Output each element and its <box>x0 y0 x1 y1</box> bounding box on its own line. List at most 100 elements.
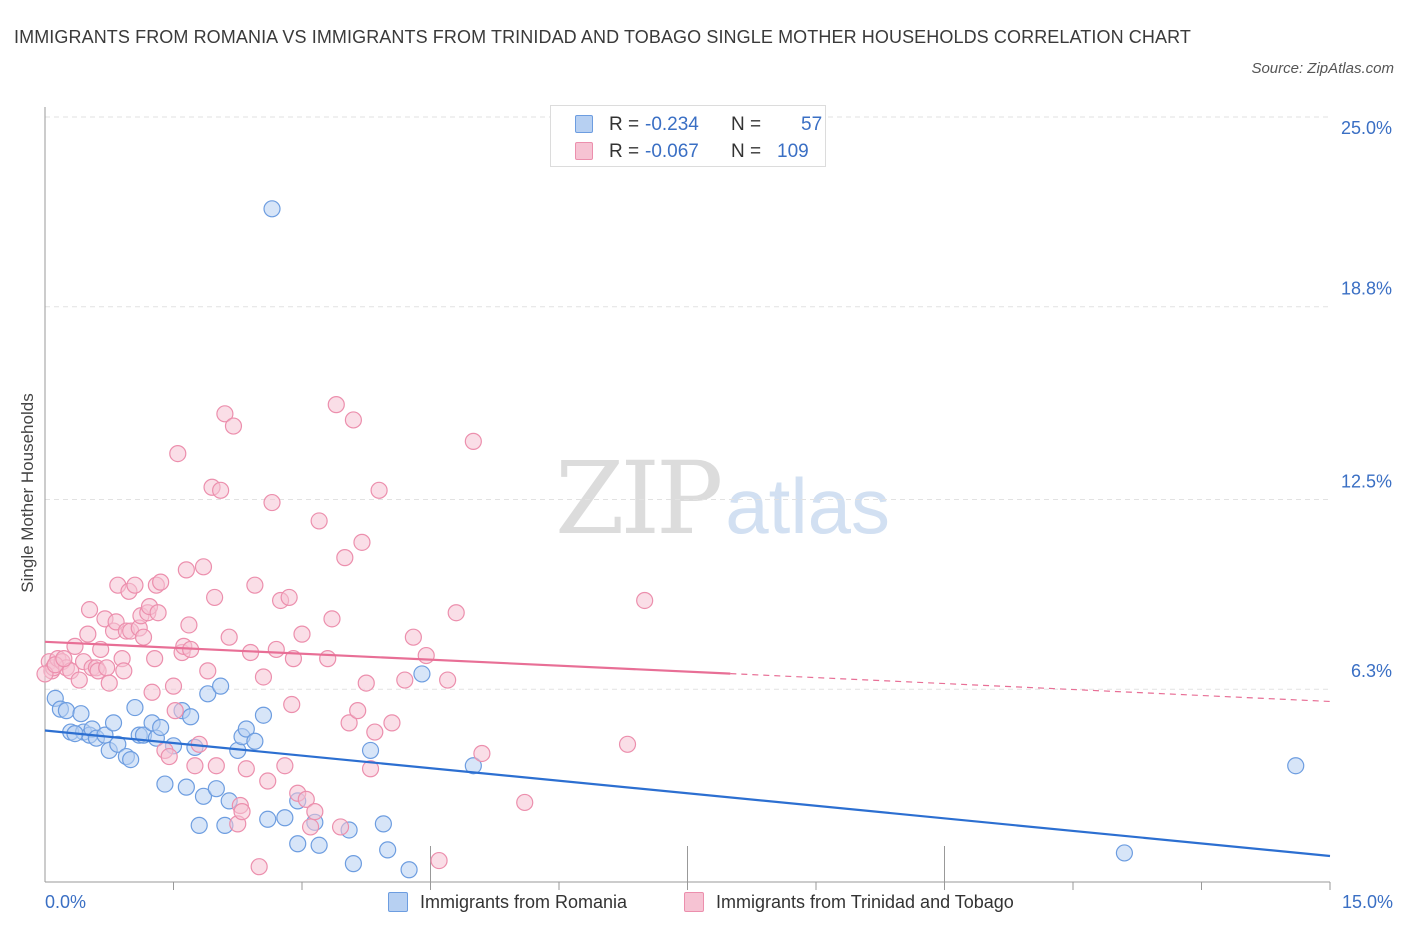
y-tick-label: 12.5% <box>1341 472 1392 492</box>
point-trinidad <box>340 714 358 732</box>
point-trinidad <box>206 588 224 607</box>
point-trinidad <box>246 576 264 594</box>
point-trinidad <box>447 604 465 622</box>
watermark-atlas: atlas <box>725 462 891 550</box>
point-trinidad <box>383 714 401 732</box>
point-trinidad <box>357 674 375 692</box>
legend-swatch-romania <box>388 892 408 912</box>
point-trinidad <box>353 533 371 551</box>
x-tick-label: 0.0% <box>45 892 86 912</box>
point-romania <box>464 757 482 775</box>
point-trinidad <box>169 445 187 463</box>
r-label: R = <box>609 114 640 135</box>
correlation-legend: R = -0.234 N = 57 R = -0.067 N = 109 <box>550 105 826 167</box>
point-trinidad <box>361 760 380 778</box>
point-trinidad <box>177 561 195 579</box>
source-label: Source: ZipAtlas.com <box>1251 60 1394 77</box>
point-trinidad <box>194 558 213 576</box>
chart-title: IMMIGRANTS FROM ROMANIA VS IMMIGRANTS FR… <box>14 27 1191 47</box>
point-romania <box>190 816 208 834</box>
trendline-trinidad-dashed <box>730 673 1331 703</box>
point-trinidad <box>126 576 144 594</box>
point-trinidad <box>370 481 388 499</box>
point-romania <box>310 836 328 854</box>
point-trinidad <box>323 610 341 628</box>
point-trinidad <box>152 573 170 591</box>
x-tick-label: 15.0% <box>1342 892 1393 912</box>
point-trinidad <box>224 417 243 435</box>
point-trinidad <box>284 650 303 668</box>
legend-swatch-trinidad <box>684 892 704 912</box>
r-label: R = <box>609 141 640 162</box>
point-trinidad <box>146 650 164 668</box>
point-trinidad <box>417 646 435 665</box>
point-romania <box>1115 844 1134 862</box>
n-label: N = <box>731 141 762 162</box>
point-trinidad <box>331 818 350 836</box>
point-trinidad <box>160 747 178 766</box>
point-trinidad <box>115 662 133 680</box>
point-trinidad <box>297 790 315 808</box>
point-romania <box>104 714 123 732</box>
point-trinidad <box>98 659 116 677</box>
point-trinidad <box>636 591 654 610</box>
y-tick-label: 18.8% <box>1341 279 1392 299</box>
point-trinidad <box>404 628 422 646</box>
watermark-zip: ZIP <box>555 440 723 557</box>
point-romania <box>237 720 255 738</box>
r-value: -0.067 <box>645 141 699 162</box>
point-trinidad <box>149 604 167 622</box>
point-romania <box>276 809 294 827</box>
point-trinidad <box>250 858 268 876</box>
point-romania <box>57 702 76 720</box>
n-label: N = <box>731 114 762 135</box>
y-tick-label: 6.3% <box>1351 661 1392 681</box>
legend-label-romania: Immigrants from Romania <box>420 892 628 912</box>
point-romania <box>263 200 281 218</box>
point-trinidad <box>464 432 482 450</box>
watermark: ZIPatlas <box>555 440 890 557</box>
point-romania <box>182 708 200 726</box>
point-romania <box>207 780 225 798</box>
point-trinidad <box>327 396 345 414</box>
point-trinidad <box>237 760 255 778</box>
point-trinidad <box>263 493 281 512</box>
point-trinidad <box>276 757 294 775</box>
point-romania <box>109 735 127 753</box>
point-trinidad <box>618 735 637 753</box>
legend-swatch-romania <box>575 115 593 133</box>
point-trinidad <box>473 744 491 763</box>
point-trinidad <box>259 772 277 790</box>
trendline-trinidad <box>44 640 731 675</box>
point-romania <box>254 706 273 724</box>
r-value: -0.234 <box>645 114 699 135</box>
point-trinidad <box>233 803 251 821</box>
point-romania <box>289 835 307 853</box>
point-trinidad <box>306 803 324 821</box>
point-romania <box>344 855 362 873</box>
point-trinidad <box>180 616 198 634</box>
point-romania <box>122 750 140 769</box>
point-trinidad <box>254 668 273 686</box>
trendline-romania <box>44 729 1331 858</box>
point-romania <box>413 665 431 683</box>
point-trinidad <box>283 695 301 714</box>
point-trinidad <box>100 674 118 692</box>
y-tick-label: 25.0% <box>1341 118 1392 138</box>
point-romania <box>361 741 380 760</box>
legend-label-trinidad: Immigrants from Trinidad and Tobago <box>716 892 1014 912</box>
point-romania <box>212 677 230 695</box>
point-trinidad <box>166 702 184 720</box>
point-romania <box>246 732 264 750</box>
point-trinidad <box>199 662 217 680</box>
point-romania <box>156 775 174 793</box>
point-romania <box>1287 757 1305 775</box>
point-romania <box>72 705 90 723</box>
point-trinidad <box>280 588 298 607</box>
point-romania <box>259 810 277 828</box>
point-trinidad <box>301 818 320 836</box>
point-trinidad <box>143 683 161 701</box>
n-value: 57 <box>801 114 823 135</box>
point-trinidad <box>186 757 204 775</box>
point-trinidad <box>207 757 225 775</box>
